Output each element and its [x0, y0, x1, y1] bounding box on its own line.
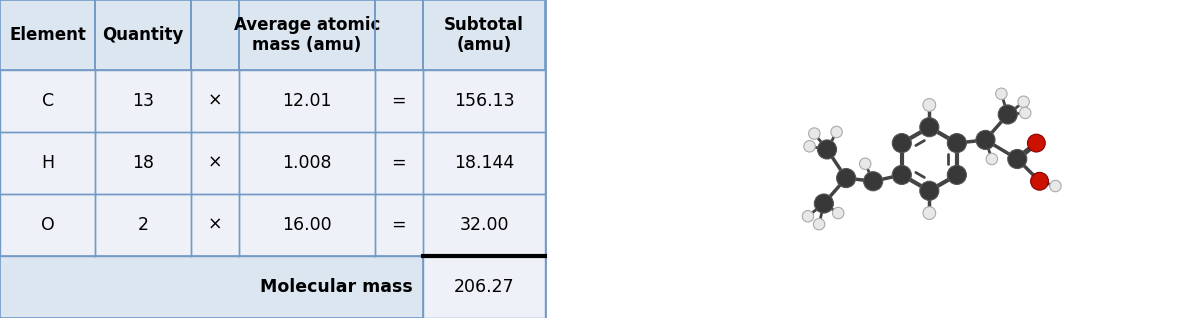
Text: H: H: [41, 154, 54, 172]
Text: ×: ×: [207, 92, 222, 110]
Text: =: =: [391, 92, 407, 110]
Circle shape: [920, 181, 939, 200]
Text: 206.27: 206.27: [453, 278, 514, 296]
FancyBboxPatch shape: [0, 0, 96, 70]
Text: 2: 2: [138, 216, 148, 234]
FancyBboxPatch shape: [96, 70, 191, 132]
FancyBboxPatch shape: [239, 0, 374, 70]
FancyBboxPatch shape: [0, 194, 96, 256]
Circle shape: [892, 165, 911, 184]
Circle shape: [836, 169, 855, 188]
Circle shape: [1031, 172, 1049, 190]
FancyBboxPatch shape: [239, 194, 374, 256]
Circle shape: [1027, 134, 1045, 152]
Circle shape: [814, 194, 834, 213]
Text: Quantity: Quantity: [103, 26, 184, 44]
Text: 12.01: 12.01: [282, 92, 331, 110]
FancyBboxPatch shape: [374, 194, 422, 256]
Circle shape: [995, 88, 1007, 100]
Text: 1.008: 1.008: [282, 154, 331, 172]
Text: =: =: [391, 154, 407, 172]
Circle shape: [947, 134, 966, 153]
FancyBboxPatch shape: [191, 132, 239, 194]
Text: Molecular mass: Molecular mass: [260, 278, 413, 296]
Circle shape: [920, 118, 939, 137]
Circle shape: [947, 165, 966, 184]
FancyBboxPatch shape: [422, 0, 545, 70]
Circle shape: [1018, 96, 1030, 107]
Circle shape: [1019, 107, 1031, 119]
Circle shape: [892, 134, 911, 153]
FancyBboxPatch shape: [0, 70, 96, 132]
FancyBboxPatch shape: [422, 70, 545, 132]
Circle shape: [803, 211, 813, 222]
Text: Element: Element: [10, 26, 86, 44]
FancyBboxPatch shape: [0, 0, 545, 318]
Circle shape: [1050, 180, 1061, 192]
FancyBboxPatch shape: [96, 132, 191, 194]
Circle shape: [818, 140, 836, 159]
FancyBboxPatch shape: [191, 194, 239, 256]
Text: 16.00: 16.00: [282, 216, 331, 234]
Text: 13: 13: [133, 92, 154, 110]
Circle shape: [923, 99, 935, 111]
Text: =: =: [391, 216, 407, 234]
Circle shape: [813, 218, 825, 230]
Circle shape: [987, 153, 997, 165]
Text: 156.13: 156.13: [453, 92, 514, 110]
Text: 32.00: 32.00: [459, 216, 508, 234]
Circle shape: [923, 207, 935, 219]
Text: 18: 18: [133, 154, 154, 172]
Circle shape: [864, 172, 883, 191]
Circle shape: [860, 158, 871, 169]
FancyBboxPatch shape: [239, 70, 374, 132]
Circle shape: [808, 128, 820, 139]
Circle shape: [831, 126, 842, 138]
FancyBboxPatch shape: [422, 256, 545, 318]
Text: ×: ×: [207, 154, 222, 172]
Circle shape: [804, 141, 816, 152]
Circle shape: [832, 207, 844, 219]
FancyBboxPatch shape: [374, 132, 422, 194]
FancyBboxPatch shape: [239, 132, 374, 194]
Circle shape: [976, 130, 995, 149]
FancyBboxPatch shape: [374, 0, 422, 70]
FancyBboxPatch shape: [422, 194, 545, 256]
Text: O: O: [41, 216, 55, 234]
FancyBboxPatch shape: [422, 132, 545, 194]
FancyBboxPatch shape: [96, 194, 191, 256]
FancyBboxPatch shape: [0, 256, 422, 318]
Text: C: C: [42, 92, 54, 110]
Text: Average atomic
mass (amu): Average atomic mass (amu): [233, 16, 380, 54]
Circle shape: [999, 105, 1018, 124]
Text: 18.144: 18.144: [454, 154, 514, 172]
FancyBboxPatch shape: [96, 0, 191, 70]
Text: ×: ×: [207, 216, 222, 234]
FancyBboxPatch shape: [0, 132, 96, 194]
Text: Subtotal
(amu): Subtotal (amu): [444, 16, 524, 54]
Circle shape: [1008, 149, 1027, 169]
FancyBboxPatch shape: [191, 70, 239, 132]
FancyBboxPatch shape: [374, 70, 422, 132]
FancyBboxPatch shape: [191, 0, 239, 70]
